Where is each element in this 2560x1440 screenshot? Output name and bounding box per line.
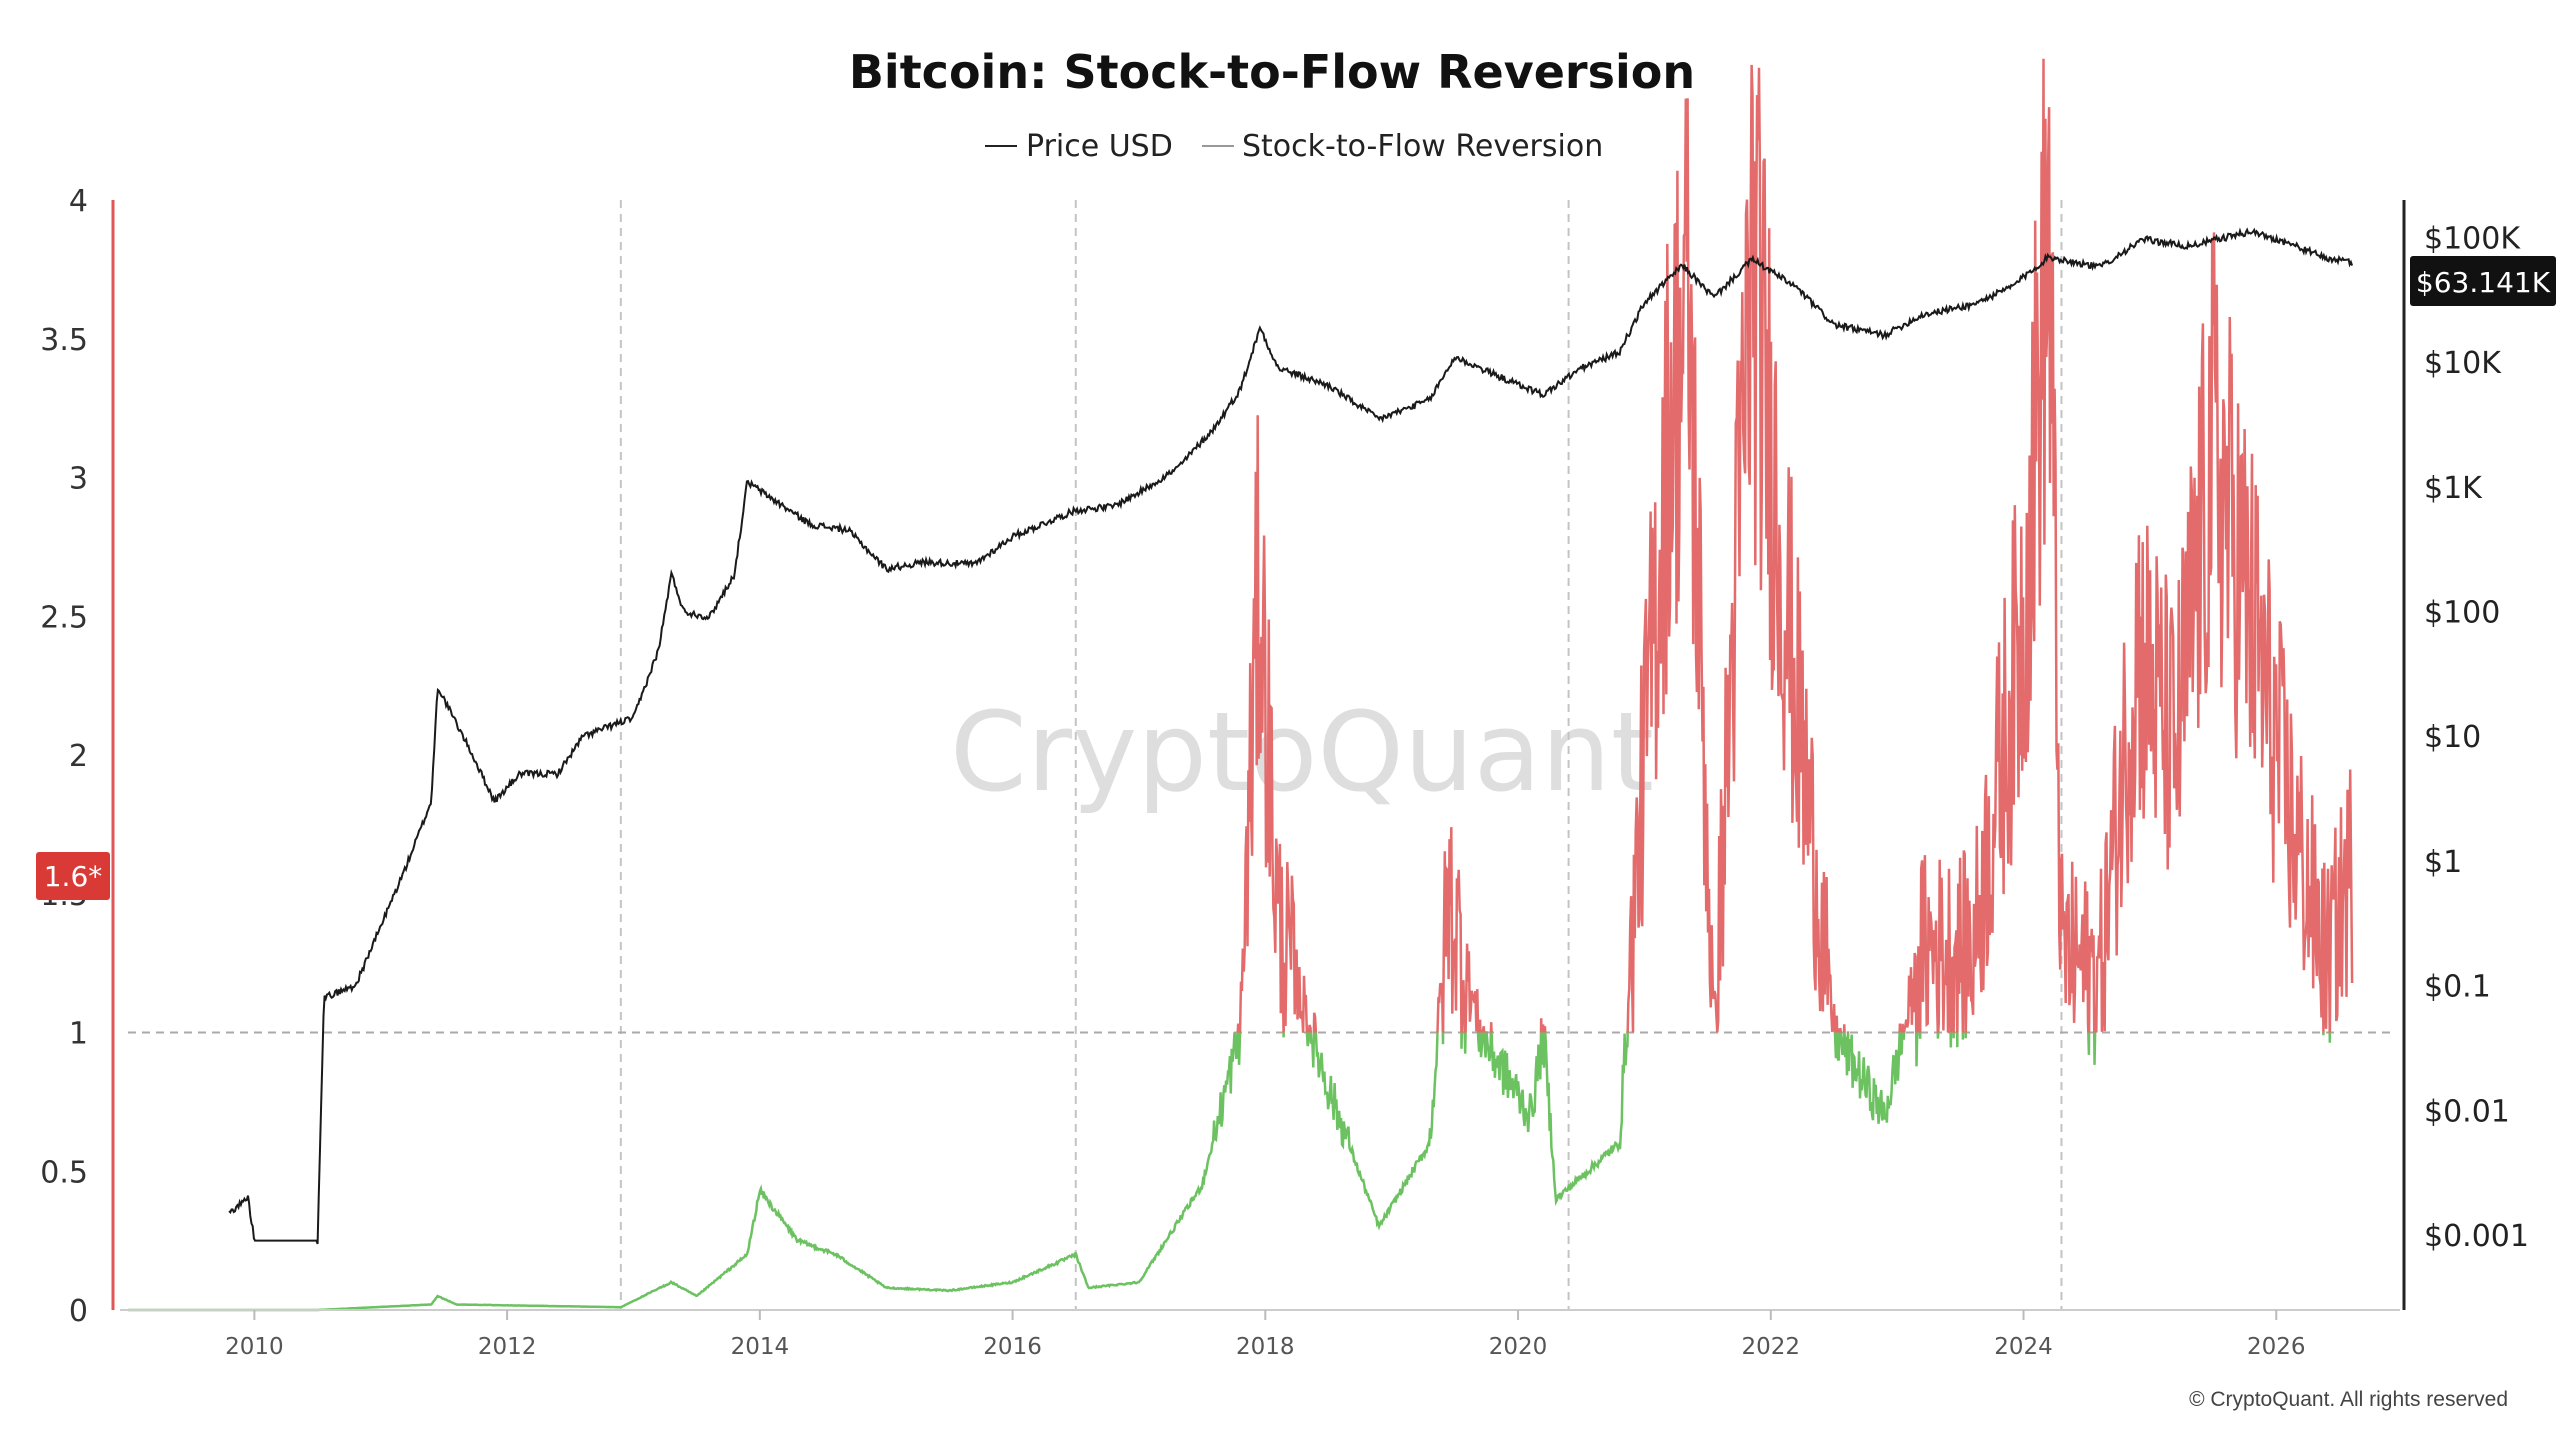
right-tick-label: $100 [2424,596,2500,631]
x-tick-label: 2026 [2247,1334,2306,1360]
x-tick-label: 2022 [1742,1334,1801,1360]
x-tick-label: 2016 [983,1334,1042,1360]
x-tick-label: 2024 [1994,1334,2053,1360]
x-axis-ticks: 2010 2012 2014 2016 2018 2020 2022 2024 2026 [225,1310,2306,1360]
x-tick-label: 2014 [731,1334,790,1360]
right-value-badge: $63.141K [2410,256,2556,306]
right-tick-label: $0.1 [2424,970,2491,1005]
watermark: CryptoQuant [950,688,1654,816]
right-tick-label: $10 [2424,720,2481,755]
x-tick-label: 2012 [478,1334,537,1360]
left-tick-label: 1 [69,1017,88,1052]
copyright: © CryptoQuant. All rights reserved [2189,1388,2508,1411]
price-series-line [228,227,2354,1245]
s2f-series-below-1 [128,1032,2332,1312]
right-tick-label: $100K [2424,222,2521,257]
x-tick-label: 2020 [1489,1334,1548,1360]
chart-title: Bitcoin: Stock-to-Flow Reversion [849,45,1695,99]
right-tick-label: $10K [2424,346,2502,381]
right-badge-bg [2410,256,2556,306]
right-tick-label: $0.001 [2424,1219,2529,1254]
left-badge-label: 1.6* [44,860,103,893]
left-tick-label: 3.5 [40,323,88,358]
left-tick-label: 2.5 [40,600,88,635]
left-value-badge: 1.6* [36,852,110,900]
right-axis-ticks: $0.001 $0.01 $0.1 $1 $10 $100 $1K $10K $100K [2424,222,2529,1254]
left-tick-label: 0 [69,1294,88,1329]
halving-lines [619,200,2063,1310]
right-tick-label: $1K [2424,471,2483,506]
left-badge-bg [36,852,110,900]
s2f-series-above-1 [1233,58,2354,1033]
left-tick-label: 0.5 [40,1155,88,1190]
legend-label-price[interactable]: Price USD [1026,129,1173,164]
legend: Price USD Stock-to-Flow Reversion [985,129,1603,164]
x-tick-label: 2018 [1236,1334,1295,1360]
right-tick-label: $1 [2424,845,2462,880]
legend-label-s2f[interactable]: Stock-to-Flow Reversion [1242,129,1603,164]
right-tick-label: $0.01 [2424,1094,2510,1129]
right-badge-label: $63.141K [2416,266,2551,299]
left-tick-label: 2 [69,739,88,774]
left-tick-label: 3 [69,462,88,497]
left-tick-label: 4 [69,184,88,219]
x-tick-label: 2010 [225,1334,284,1360]
left-axis-ticks: 00.511.522.533.54 [40,184,88,1329]
